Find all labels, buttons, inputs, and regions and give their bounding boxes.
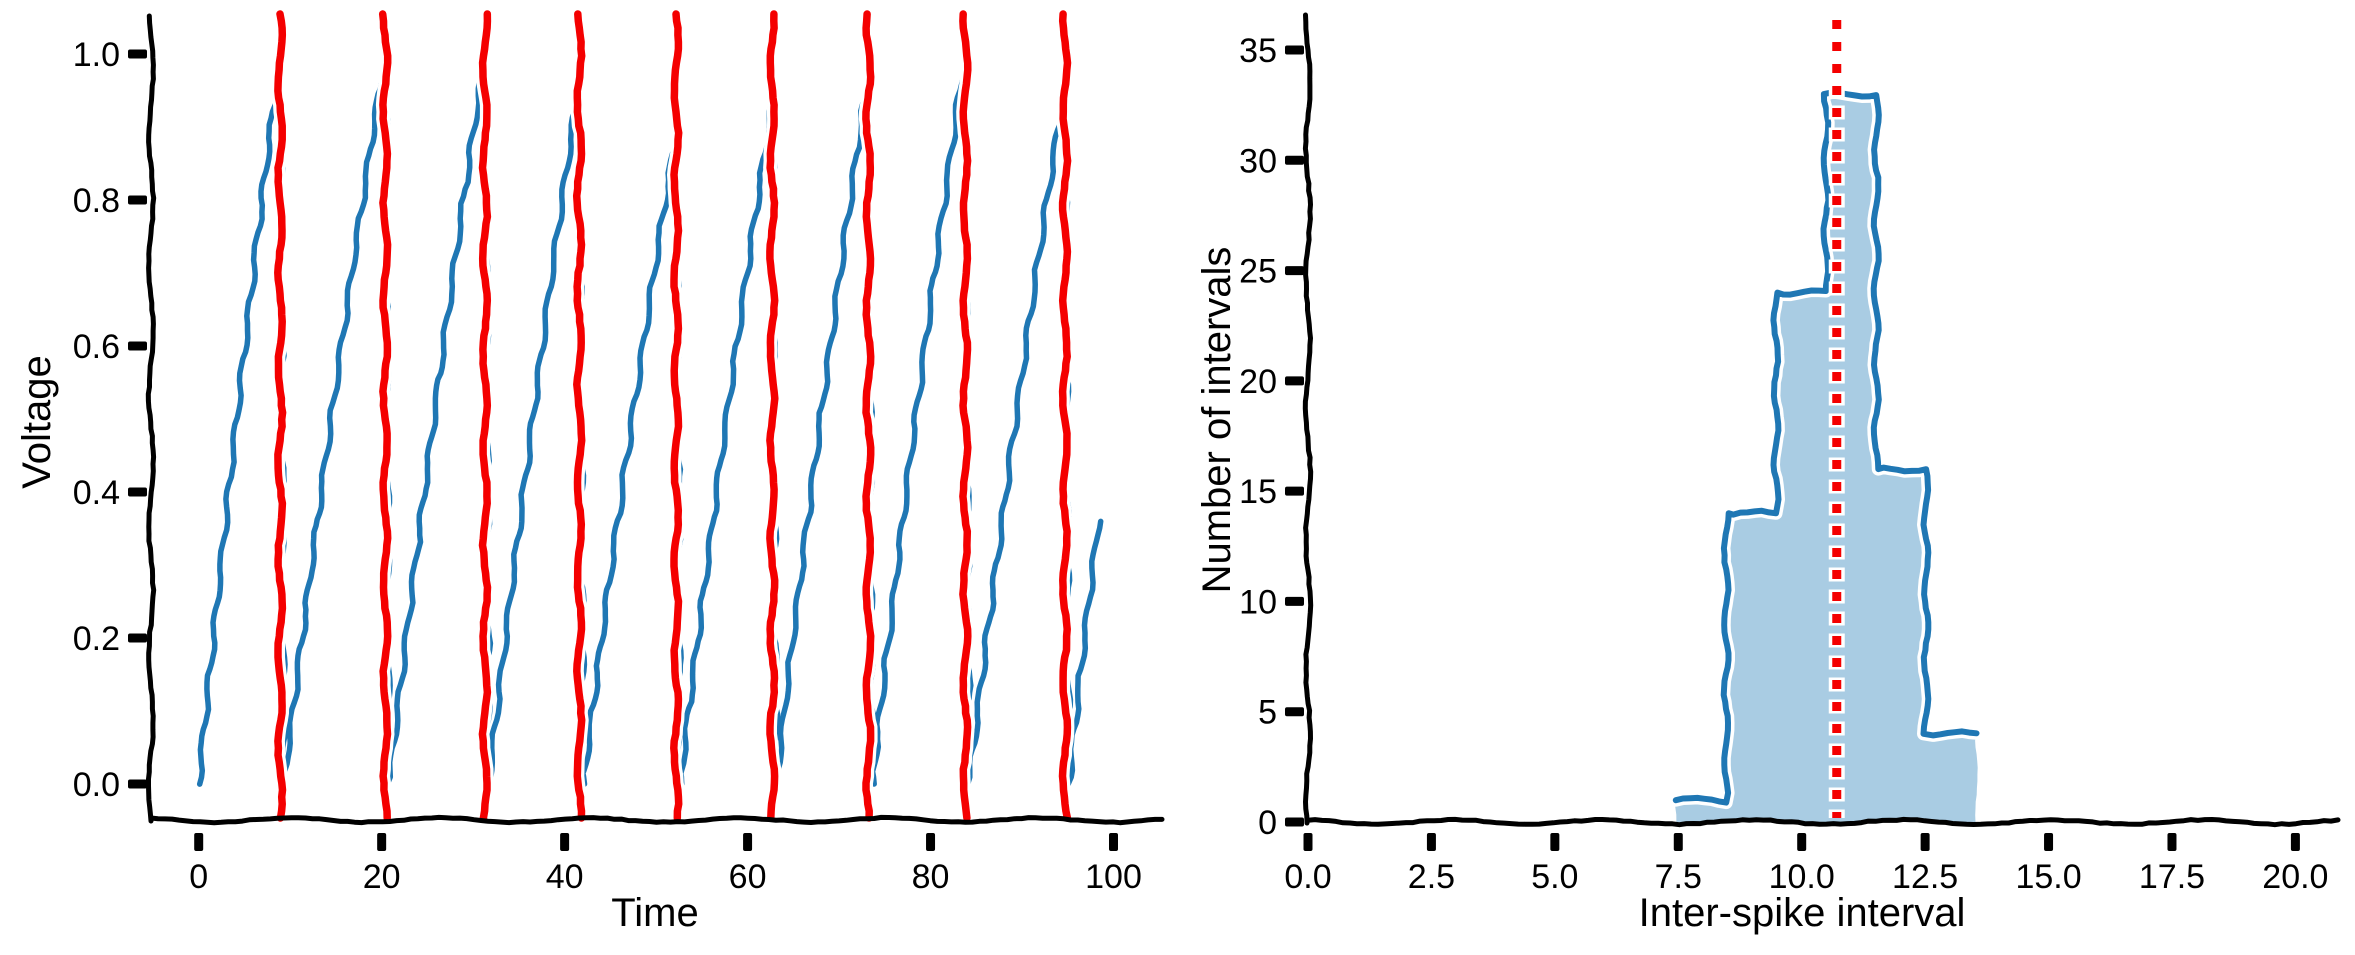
x-tick-label: 15.0 bbox=[2015, 858, 2081, 896]
histogram-outline bbox=[1672, 89, 1980, 806]
x-tick bbox=[1109, 833, 1118, 851]
x-tick-label: 10.0 bbox=[1769, 858, 1835, 896]
y-tick bbox=[128, 633, 147, 643]
y-tick bbox=[1285, 376, 1304, 386]
y-tick bbox=[128, 341, 147, 351]
y-tick-label: 5 bbox=[1258, 694, 1277, 732]
x-tick bbox=[2290, 833, 2300, 851]
y-tick-label: 1.0 bbox=[73, 36, 120, 74]
y-axis-label: Number of intervals bbox=[1195, 247, 1239, 594]
x-tick bbox=[926, 833, 936, 851]
x-tick-label: 17.5 bbox=[2139, 858, 2205, 896]
y-tick bbox=[1285, 707, 1304, 717]
y-axis-spine bbox=[1302, 12, 1314, 826]
spike-line bbox=[766, 10, 779, 822]
x-tick-label: 20.0 bbox=[2262, 858, 2328, 896]
x-axis-label: Inter-spike interval bbox=[1639, 891, 1966, 935]
x-tick bbox=[743, 833, 753, 851]
y-tick-label: 30 bbox=[1239, 142, 1277, 180]
x-tick-label: 20 bbox=[363, 858, 401, 896]
y-tick-label: 35 bbox=[1239, 32, 1277, 70]
x-tick-label: 80 bbox=[912, 858, 950, 896]
x-tick bbox=[560, 833, 570, 851]
spike-line bbox=[862, 10, 875, 822]
spike-line bbox=[274, 10, 287, 822]
spike-line bbox=[378, 10, 392, 822]
histogram-fill bbox=[1674, 92, 1978, 822]
x-tick bbox=[1920, 833, 1930, 851]
y-tick bbox=[1285, 45, 1304, 55]
x-axis-spine bbox=[148, 814, 1165, 826]
x-tick bbox=[377, 833, 387, 851]
spike-line bbox=[572, 10, 586, 822]
x-tick bbox=[2044, 833, 2054, 851]
y-tick bbox=[1285, 486, 1304, 496]
y-tick-label: 0.4 bbox=[73, 474, 120, 512]
x-tick bbox=[1303, 833, 1313, 851]
y-tick bbox=[1285, 155, 1304, 165]
y-tick bbox=[128, 779, 147, 789]
x-tick-label: 40 bbox=[546, 858, 584, 896]
voltage-time-plot: 0.0 0.2 0.4 0.6 0.8 1.0 0 20 40 60 80 100 Time Voltag… bbox=[15, 7, 1165, 935]
x-tick bbox=[1426, 833, 1436, 851]
spike-line bbox=[1058, 10, 1072, 822]
spike-line bbox=[478, 10, 492, 822]
x-tick-label: 60 bbox=[729, 858, 767, 896]
y-tick bbox=[128, 487, 147, 497]
y-tick bbox=[1285, 266, 1304, 276]
x-tick bbox=[1797, 833, 1807, 851]
x-tick bbox=[1673, 833, 1683, 851]
y-axis-label: Voltage bbox=[15, 355, 59, 488]
x-tick-label: 12.5 bbox=[1892, 858, 1958, 896]
spike-line bbox=[959, 10, 972, 822]
x-tick-label: 0 bbox=[189, 858, 208, 896]
x-tick-label: 100 bbox=[1085, 858, 1142, 896]
spike-line bbox=[670, 10, 683, 822]
y-tick-label: 25 bbox=[1239, 253, 1277, 291]
x-axis-spine bbox=[1305, 816, 2341, 828]
x-tick-label: 7.5 bbox=[1655, 858, 1702, 896]
isi-histogram-plot: 0 5 10 15 20 25 30 35 0.0 2.5 5.0 7.5 10.0 12.5 15.0 17… bbox=[1195, 12, 2341, 935]
x-tick bbox=[194, 833, 204, 851]
x-tick-label: 5.0 bbox=[1531, 858, 1578, 896]
x-tick bbox=[1550, 833, 1560, 851]
x-axis-label: Time bbox=[611, 891, 698, 935]
y-tick-label: 0.2 bbox=[73, 620, 120, 658]
y-tick bbox=[1285, 817, 1304, 827]
y-tick bbox=[128, 195, 147, 205]
y-tick-label: 0 bbox=[1258, 804, 1277, 842]
x-tick-label: 2.5 bbox=[1408, 858, 1455, 896]
y-axis-spine bbox=[145, 13, 157, 824]
y-tick-label: 15 bbox=[1239, 473, 1277, 511]
y-tick bbox=[128, 49, 147, 59]
y-tick-label: 20 bbox=[1239, 363, 1277, 401]
y-tick-label: 0.6 bbox=[73, 328, 120, 366]
y-tick-label: 10 bbox=[1239, 583, 1277, 621]
x-tick bbox=[2167, 833, 2177, 851]
y-tick bbox=[1285, 596, 1304, 606]
x-tick-label: 0.0 bbox=[1284, 858, 1331, 896]
y-tick-label: 0.0 bbox=[73, 766, 120, 804]
y-tick-label: 0.8 bbox=[73, 182, 120, 220]
